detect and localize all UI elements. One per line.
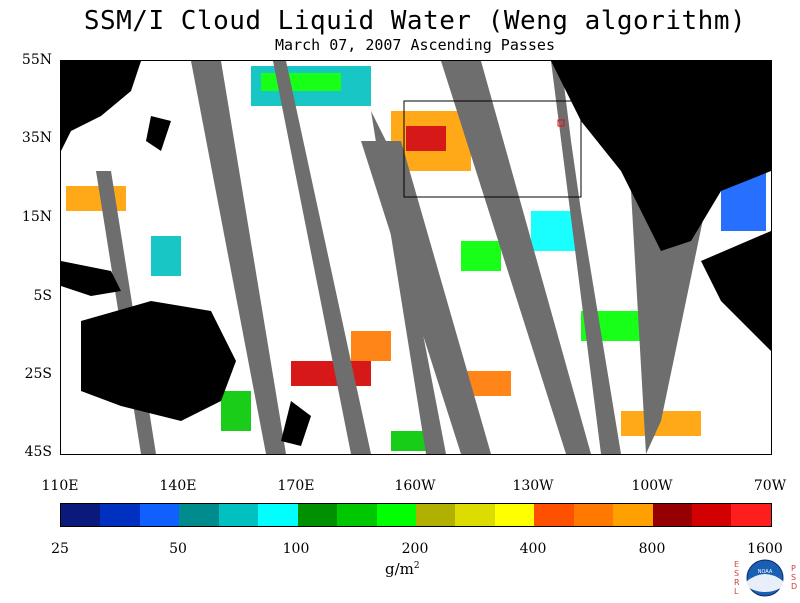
colorbar-segment-18 (731, 504, 771, 526)
psd-letters: P S D (791, 564, 797, 591)
colorbar-segment-9 (376, 504, 416, 526)
colorbar-segment-13 (534, 504, 574, 526)
esrl-letter-s: S (734, 569, 739, 578)
colorbar-segment-14 (573, 504, 614, 526)
colorbar-segment-15 (613, 504, 653, 526)
colorbar-label-50: 50 (169, 541, 187, 557)
units-exponent: 2 (413, 561, 420, 571)
site-marker (557, 119, 565, 127)
colorbar-label-400: 400 (519, 541, 547, 557)
lon-label-100w: 100W (631, 478, 673, 494)
lat-label-45s: 45S (24, 444, 52, 460)
esrl-letter-r: R (734, 578, 740, 587)
lon-label-130w: 130W (512, 478, 554, 494)
lon-label-140e: 140E (159, 478, 197, 494)
colorbar-segment-11 (455, 504, 495, 526)
colorbar-segment-5 (218, 504, 259, 526)
esrl-letter-e: E (734, 560, 739, 569)
colorbar-label-800: 800 (638, 541, 666, 557)
colorbar-segment-7 (297, 504, 338, 526)
psd-letter-p: P (791, 564, 796, 573)
colorbar (60, 503, 772, 527)
colorbar-segment-16 (652, 504, 692, 526)
colorbar-segment-12 (494, 504, 535, 526)
colorbar-label-100: 100 (282, 541, 310, 557)
no-data-swaths (96, 61, 711, 454)
map-svg (61, 61, 771, 454)
esrl-letter-l: L (734, 587, 739, 596)
lat-label-55n: 55N (21, 52, 52, 68)
colorbar-label-1600: 1600 (747, 541, 783, 557)
psd-letter-d: D (791, 582, 797, 591)
esrl-psd-logo: E S R L P S D NOAA (730, 557, 800, 599)
chart-title: SSM/I Cloud Liquid Water (Weng algorithm… (83, 6, 747, 36)
noaa-text: NOAA (758, 569, 773, 575)
colorbar-segment-2 (100, 504, 140, 526)
esrl-letters: E S R L (734, 560, 740, 596)
colorbar-segment-10 (415, 504, 456, 526)
region-box (403, 100, 582, 198)
colorbar-label-25: 25 (51, 541, 69, 557)
colorbar-segment-17 (692, 504, 732, 526)
lat-label-15n: 15N (21, 209, 52, 225)
colorbar-segment-8 (337, 504, 377, 526)
chart-subtitle: March 07, 2007 Ascending Passes (275, 36, 555, 54)
lat-label-25s: 25S (24, 366, 52, 382)
lon-label-160w: 160W (394, 478, 436, 494)
colorbar-label-200: 200 (401, 541, 429, 557)
units-label: g/m2 (385, 560, 420, 578)
psd-letter-s: S (791, 573, 796, 582)
colorbar-segment-1 (61, 504, 101, 526)
lon-label-110e: 110E (41, 478, 79, 494)
land (61, 61, 771, 446)
logo-svg: E S R L P S D NOAA (734, 559, 797, 597)
lon-label-70w: 70W (753, 478, 787, 494)
noaa-gull-icon (747, 574, 783, 592)
colorbar-segment-3 (139, 504, 180, 526)
units-base: g/m (385, 560, 414, 578)
map-panel (60, 60, 772, 455)
lat-label-5s: 5S (33, 288, 53, 304)
lon-label-170e: 170E (277, 478, 315, 494)
colorbar-segment-6 (258, 504, 298, 526)
lat-label-35n: 35N (21, 130, 52, 146)
colorbar-segment-4 (179, 504, 219, 526)
